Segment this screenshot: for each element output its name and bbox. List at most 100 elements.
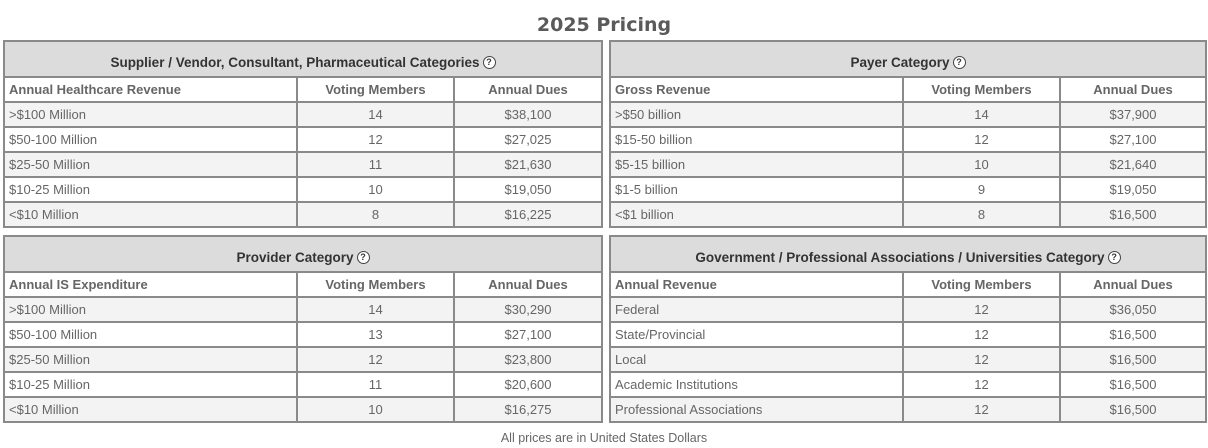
annual-dues-cell: $16,225: [453, 201, 603, 228]
category-title: Provider Category: [236, 249, 354, 265]
column-header-tier: Gross Revenue: [609, 76, 904, 103]
voting-members-cell: 14: [296, 101, 455, 128]
annual-dues-cell: $19,050: [1059, 176, 1207, 203]
table-row: $25-50 Million 11 $21,630: [3, 151, 603, 178]
tier-cell: $25-50 Million: [3, 151, 298, 178]
column-header-voting-members: Voting Members: [902, 76, 1061, 103]
tier-cell: >$100 Million: [3, 101, 298, 128]
category-title: Government / Professional Associations /…: [695, 249, 1105, 265]
annual-dues-cell: $20,600: [452, 371, 604, 398]
column-header-tier: Annual Revenue: [609, 271, 904, 298]
annual-dues-cell: $27,100: [1059, 126, 1207, 153]
table-row: <$10 Million 8 $16,225: [3, 201, 603, 228]
table-row: $10-25 Million 10 $19,050: [3, 176, 603, 203]
column-header-voting-members: Voting Members: [296, 76, 455, 103]
table-row: Academic Institutions 12 $16,500: [609, 371, 1207, 398]
tier-cell: $5-15 billion: [609, 151, 904, 178]
annual-dues-cell: $16,275: [452, 396, 604, 423]
tier-cell: Federal: [609, 296, 904, 323]
annual-dues-cell: $27,100: [452, 321, 604, 348]
tier-cell: Local: [609, 346, 904, 373]
annual-dues-cell: $30,290: [452, 296, 604, 323]
help-icon[interactable]: ?: [952, 55, 966, 69]
table-row: State/Provincial 12 $16,500: [609, 321, 1207, 348]
voting-members-cell: 12: [902, 346, 1061, 373]
voting-members-cell: 11: [296, 371, 455, 398]
table-row: <$1 billion 8 $16,500: [609, 201, 1207, 228]
tier-cell: $1-5 billion: [609, 176, 904, 203]
currency-footnote: All prices are in United States Dollars: [500, 431, 708, 445]
table-row: >$100 Million 14 $38,100: [3, 101, 603, 128]
table-row: >$50 billion 14 $37,900: [609, 101, 1207, 128]
table-row: $25-50 Million 12 $23,800: [3, 346, 604, 373]
page-title: 2025 Pricing: [536, 14, 672, 36]
column-header-tier: Annual IS Expenditure: [3, 271, 298, 298]
tier-cell: State/Provincial: [609, 321, 904, 348]
annual-dues-cell: $16,500: [1059, 396, 1207, 423]
category-header: Supplier / Vendor, Consultant, Pharmaceu…: [3, 40, 603, 78]
tier-cell: <$1 billion: [609, 201, 904, 228]
tier-cell: $50-100 Million: [3, 321, 298, 348]
voting-members-cell: 11: [296, 151, 455, 178]
column-header-tier: Annual Healthcare Revenue: [3, 76, 298, 103]
tier-cell: Academic Institutions: [609, 371, 904, 398]
tier-cell: >$100 Million: [3, 296, 298, 323]
voting-members-cell: 12: [902, 126, 1061, 153]
table-row: $5-15 billion 10 $21,640: [609, 151, 1207, 178]
table-row: $10-25 Million 11 $20,600: [3, 371, 604, 398]
help-icon[interactable]: ?: [482, 55, 496, 69]
voting-members-cell: 12: [902, 296, 1061, 323]
help-icon[interactable]: ?: [1107, 250, 1121, 264]
category-header: Payer Category?: [609, 40, 1207, 78]
voting-members-cell: 12: [296, 126, 455, 153]
annual-dues-cell: $21,630: [453, 151, 603, 178]
table-row: Local 12 $16,500: [609, 346, 1207, 373]
voting-members-cell: 9: [902, 176, 1061, 203]
annual-dues-cell: $16,500: [1059, 346, 1207, 373]
category-header: Provider Category?: [2, 235, 604, 273]
column-header-annual-dues: Annual Dues: [1059, 271, 1207, 298]
annual-dues-cell: $19,050: [453, 176, 603, 203]
table-row: Professional Associations 12 $16,500: [609, 396, 1207, 423]
annual-dues-cell: $16,500: [1059, 371, 1207, 398]
tier-cell: <$10 Million: [3, 201, 298, 228]
annual-dues-cell: $36,050: [1059, 296, 1207, 323]
annual-dues-cell: $23,800: [452, 346, 604, 373]
voting-members-cell: 8: [902, 201, 1061, 228]
table-row: <$10 Million 10 $16,275: [3, 396, 604, 423]
voting-members-cell: 12: [902, 371, 1061, 398]
table-row: Federal 12 $36,050: [609, 296, 1207, 323]
help-icon[interactable]: ?: [356, 250, 370, 264]
tier-cell: $10-25 Million: [3, 371, 298, 398]
category-title: Supplier / Vendor, Consultant, Pharmaceu…: [110, 54, 480, 70]
provider-pricing-table: Provider Category? Annual IS Expenditure…: [2, 235, 604, 423]
tier-cell: $10-25 Million: [3, 176, 298, 203]
category-header: Government / Professional Associations /…: [609, 235, 1207, 273]
voting-members-cell: 14: [296, 296, 455, 323]
voting-members-cell: 14: [902, 101, 1061, 128]
table-row: $50-100 Million 12 $27,025: [3, 126, 603, 153]
voting-members-cell: 10: [296, 176, 455, 203]
voting-members-cell: 12: [296, 346, 455, 373]
category-title: Payer Category: [850, 54, 950, 70]
table-row: $50-100 Million 13 $27,100: [3, 321, 604, 348]
tier-cell: $15-50 billion: [609, 126, 904, 153]
table-row: $1-5 billion 9 $19,050: [609, 176, 1207, 203]
voting-members-cell: 12: [902, 321, 1061, 348]
column-header-annual-dues: Annual Dues: [453, 76, 603, 103]
voting-members-cell: 12: [902, 396, 1061, 423]
annual-dues-cell: $27,025: [453, 126, 603, 153]
table-row: >$100 Million 14 $30,290: [3, 296, 604, 323]
tier-cell: Professional Associations: [609, 396, 904, 423]
tier-cell: <$10 Million: [3, 396, 298, 423]
voting-members-cell: 10: [296, 396, 455, 423]
annual-dues-cell: $16,500: [1059, 321, 1207, 348]
column-header-voting-members: Voting Members: [902, 271, 1061, 298]
tier-cell: $25-50 Million: [3, 346, 298, 373]
tier-cell: >$50 billion: [609, 101, 904, 128]
tier-cell: $50-100 Million: [3, 126, 298, 153]
voting-members-cell: 10: [902, 151, 1061, 178]
column-header-voting-members: Voting Members: [296, 271, 455, 298]
payer-pricing-table: Payer Category? Gross Revenue Voting Mem…: [609, 40, 1207, 228]
annual-dues-cell: $37,900: [1059, 101, 1207, 128]
